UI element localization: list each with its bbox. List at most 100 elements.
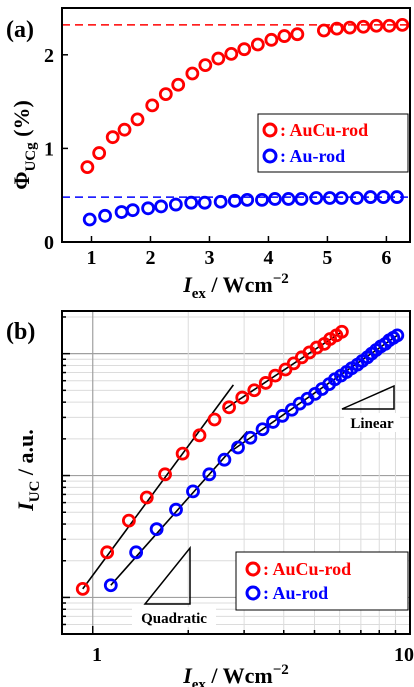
data-point-aucu-rod: [171, 77, 186, 92]
data-point-aucu-rod: [264, 32, 279, 47]
data-point-au-rod: [240, 192, 255, 207]
quadratic-label-bg: [132, 607, 216, 627]
panel-a-label: (a): [6, 17, 34, 43]
panel-a-legend-marker-aucu: [262, 122, 278, 138]
panel-a-points: [80, 17, 410, 227]
data-point-aucu-rod: [158, 87, 173, 102]
panel-a-y-ticks: 0 1 2: [44, 45, 68, 254]
panel-a-frame: [61, 7, 411, 243]
data-point-aucu-rod: [222, 400, 236, 415]
quadratic-label: Quadratic: [141, 611, 207, 627]
panel-a-x-label-rest: / Wcm: [206, 272, 273, 297]
data-point-aucu-rod: [290, 27, 305, 42]
data-point-au-rod: [186, 484, 200, 499]
x-tick-label: 4: [263, 247, 273, 269]
panel-b-label: (b): [6, 319, 35, 345]
data-point-aucu-rod: [334, 324, 349, 339]
panel-b-legend-marker-aucu: [245, 561, 261, 577]
data-point-au-rod: [168, 197, 183, 212]
data-point-au-rod: [227, 193, 242, 208]
panel-b-legend-label-au: : Au-rod: [263, 583, 328, 603]
data-point-aucu-rod: [185, 66, 200, 81]
panel-a: (a) 1 2 3 4 5 6 0 1 2 : AuCu-rod : Au-rod Iex /…: [6, 7, 411, 302]
x-tick-label: 3: [204, 247, 214, 269]
data-point-aucu-rod: [92, 146, 107, 160]
panel-a-legend-box: [257, 113, 409, 173]
panel-b-legend-label-aucu: : AuCu-rod: [263, 559, 351, 579]
series-au-rod: [82, 190, 404, 227]
data-point-au-rod: [309, 191, 324, 205]
data-point-aucu-rod: [247, 383, 262, 398]
panel-b-ticks: [62, 316, 411, 634]
panel-a-y-label-rest: (%): [9, 100, 34, 142]
data-point-au-rod: [103, 578, 118, 593]
data-point-aucu-rod: [175, 446, 190, 461]
panel-b-legend-box: [235, 551, 409, 611]
data-point-aucu-rod: [316, 23, 331, 38]
data-point-aucu-rod: [117, 122, 132, 137]
data-point-aucu-rod: [342, 20, 357, 35]
data-point-au-rod: [149, 522, 164, 537]
data-point-au-rod: [98, 208, 112, 223]
panel-b-x-tick-label-1: 1: [92, 644, 102, 666]
x-tick-label: 1: [86, 247, 96, 269]
panel-b-x-label-sub: ex: [192, 677, 207, 687]
data-point-au-rod: [390, 328, 405, 343]
data-point-aucu-rod: [277, 29, 292, 43]
data-point-aucu-rod: [158, 467, 172, 482]
data-point-au-rod: [268, 192, 282, 206]
panel-b-y-axis-label: IUC / a.u.: [13, 429, 43, 512]
data-point-au-rod: [376, 190, 391, 204]
y-tick-label: 1: [44, 138, 54, 160]
data-point-au-rod: [202, 467, 217, 482]
data-point-aucu-rod: [192, 428, 207, 443]
panel-b-y-label-sub: UC: [27, 481, 43, 503]
panel-b-x-label-main: I: [182, 663, 193, 687]
data-point-aucu-rod: [369, 18, 384, 33]
data-point-au-rod: [350, 191, 364, 205]
x-tick-label: 5: [322, 247, 332, 269]
data-point-aucu-rod: [130, 112, 145, 127]
data-point-aucu-rod: [258, 376, 273, 390]
linear-label: Linear: [350, 416, 394, 432]
fit-line-aucu-high: [222, 331, 343, 411]
panel-b-y-label-main: I: [13, 501, 38, 512]
data-point-au-rod: [125, 203, 140, 218]
x-tick-label: 2: [145, 247, 155, 269]
panel-a-legend-marker-au: [262, 148, 278, 164]
panel-b-x-tick-label-10: 10: [394, 644, 414, 666]
data-point-au-rod: [281, 192, 296, 206]
data-point-au-rod: [255, 422, 270, 437]
data-point-aucu-rod: [329, 21, 344, 36]
y-tick-label: 0: [44, 232, 54, 254]
data-point-au-rod: [275, 408, 290, 423]
data-point-au-rod: [217, 452, 232, 467]
panel-a-legend: : AuCu-rod : Au-rod: [257, 113, 409, 173]
panel-b-frame: [61, 310, 411, 635]
quadratic-slope-triangle: [143, 545, 191, 605]
data-point-aucu-rod: [268, 368, 283, 383]
data-point-au-rod: [294, 192, 309, 206]
x-tick-label: 6: [381, 247, 391, 269]
panel-b-x-label-rest: / Wcm: [206, 663, 273, 687]
panel-a-legend-label-au: : Au-rod: [280, 146, 345, 166]
y-tick-label: 2: [44, 45, 54, 67]
data-point-aucu-rod: [395, 17, 410, 32]
data-point-au-rod: [231, 440, 245, 455]
panel-a-x-axis-label: Iex / Wcm−2: [182, 271, 289, 302]
panel-a-legend-label-aucu: : AuCu-rod: [280, 120, 368, 140]
data-point-aucu-rod: [235, 390, 250, 405]
panel-b-x-axis-label: Iex / Wcm−2: [182, 662, 289, 687]
data-point-aucu-rod: [356, 19, 371, 34]
data-point-aucu-rod: [211, 51, 226, 66]
data-point-aucu-rod: [224, 46, 239, 61]
data-point-aucu-rod: [100, 545, 115, 560]
data-point-au-rod: [169, 502, 183, 517]
panel-b-points: [75, 324, 405, 596]
data-point-au-rod: [266, 415, 280, 429]
data-point-au-rod: [184, 195, 199, 210]
data-point-au-rod: [322, 191, 337, 205]
panel-b-legend: : AuCu-rod : Au-rod: [235, 551, 409, 611]
panel-a-y-label-sub: UCg: [23, 142, 39, 172]
